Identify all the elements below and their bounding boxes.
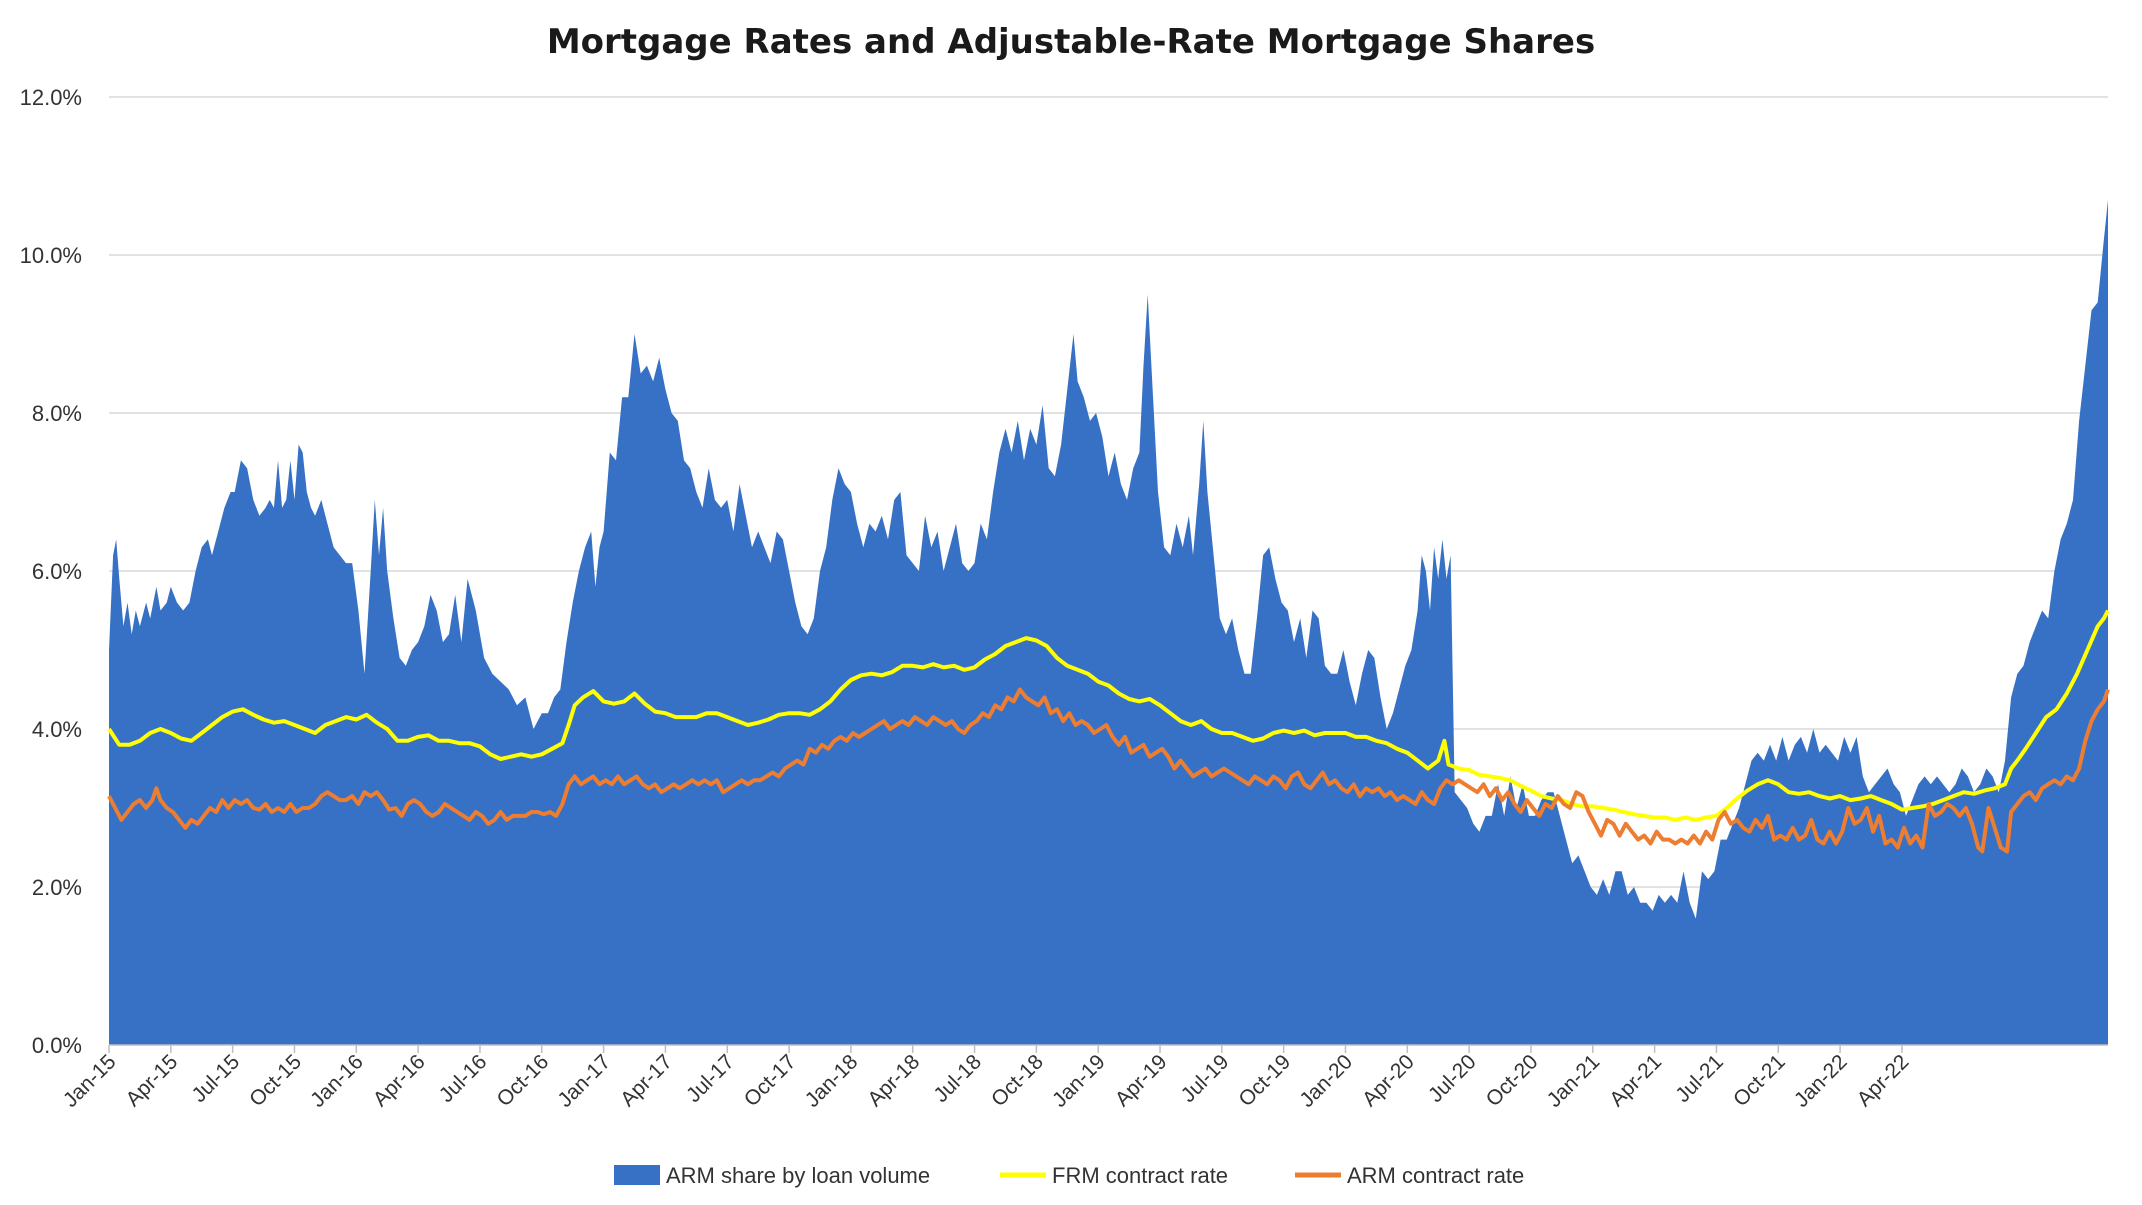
- x-tick-label: Jan-16: [306, 1050, 368, 1112]
- x-tick-label: Apr-20: [1358, 1050, 1419, 1111]
- x-tick-label: Apr-18: [863, 1050, 924, 1111]
- x-tick-label: Jul-18: [929, 1050, 986, 1107]
- x-tick-label: Apr-22: [1853, 1050, 1914, 1111]
- series-area-arm-share: [109, 199, 2108, 1045]
- x-tick-label: Jul-19: [1177, 1050, 1234, 1107]
- x-tick-label: Oct-15: [245, 1050, 306, 1111]
- legend-label: ARM share by loan volume: [666, 1163, 930, 1188]
- chart-title: Mortgage Rates and Adjustable-Rate Mortg…: [546, 22, 1596, 62]
- legend-swatch-area: [614, 1165, 660, 1185]
- x-tick-label: Oct-16: [492, 1050, 553, 1111]
- x-tick-label: Oct-19: [1234, 1050, 1295, 1111]
- legend-label: ARM contract rate: [1347, 1163, 1524, 1188]
- y-tick-label: 10.0%: [20, 243, 82, 268]
- x-tick-label: Jan-17: [553, 1050, 615, 1112]
- x-tick-label: Jul-20: [1424, 1050, 1481, 1107]
- x-tick-label: Apr-17: [616, 1050, 677, 1111]
- x-tick-label: Jan-19: [1048, 1050, 1110, 1112]
- x-tick-label: Apr-19: [1111, 1050, 1172, 1111]
- legend-label: FRM contract rate: [1052, 1163, 1228, 1188]
- x-tick-label: Jul-21: [1671, 1050, 1728, 1107]
- y-tick-label: 6.0%: [32, 559, 82, 584]
- x-tick-label: Jan-22: [1790, 1050, 1852, 1112]
- x-tick-label: Jan-21: [1543, 1050, 1605, 1112]
- y-tick-label: 0.0%: [32, 1033, 82, 1058]
- y-tick-label: 2.0%: [32, 875, 82, 900]
- y-tick-label: 4.0%: [32, 717, 82, 742]
- x-tick-label: Oct-17: [740, 1050, 801, 1111]
- x-tick-label: Jul-15: [187, 1050, 244, 1107]
- x-tick-label: Jan-18: [801, 1050, 863, 1112]
- x-tick-label: Jul-16: [435, 1050, 492, 1107]
- x-tick-label: Oct-21: [1729, 1050, 1790, 1111]
- x-tick-label: Jul-17: [682, 1050, 739, 1107]
- x-tick-label: Apr-15: [122, 1050, 183, 1111]
- x-tick-label: Jan-15: [59, 1050, 121, 1112]
- x-tick-label: Oct-20: [1482, 1050, 1543, 1111]
- x-tick-label: Jan-20: [1295, 1050, 1357, 1112]
- y-tick-label: 8.0%: [32, 401, 82, 426]
- series-line-frm-rate: [107, 609, 2110, 822]
- series-line-arm-rate: [107, 687, 2110, 854]
- y-tick-label: 12.0%: [20, 85, 82, 110]
- x-tick-label: Apr-21: [1605, 1050, 1666, 1111]
- x-tick-label: Apr-16: [369, 1050, 430, 1111]
- x-tick-label: Oct-18: [987, 1050, 1048, 1111]
